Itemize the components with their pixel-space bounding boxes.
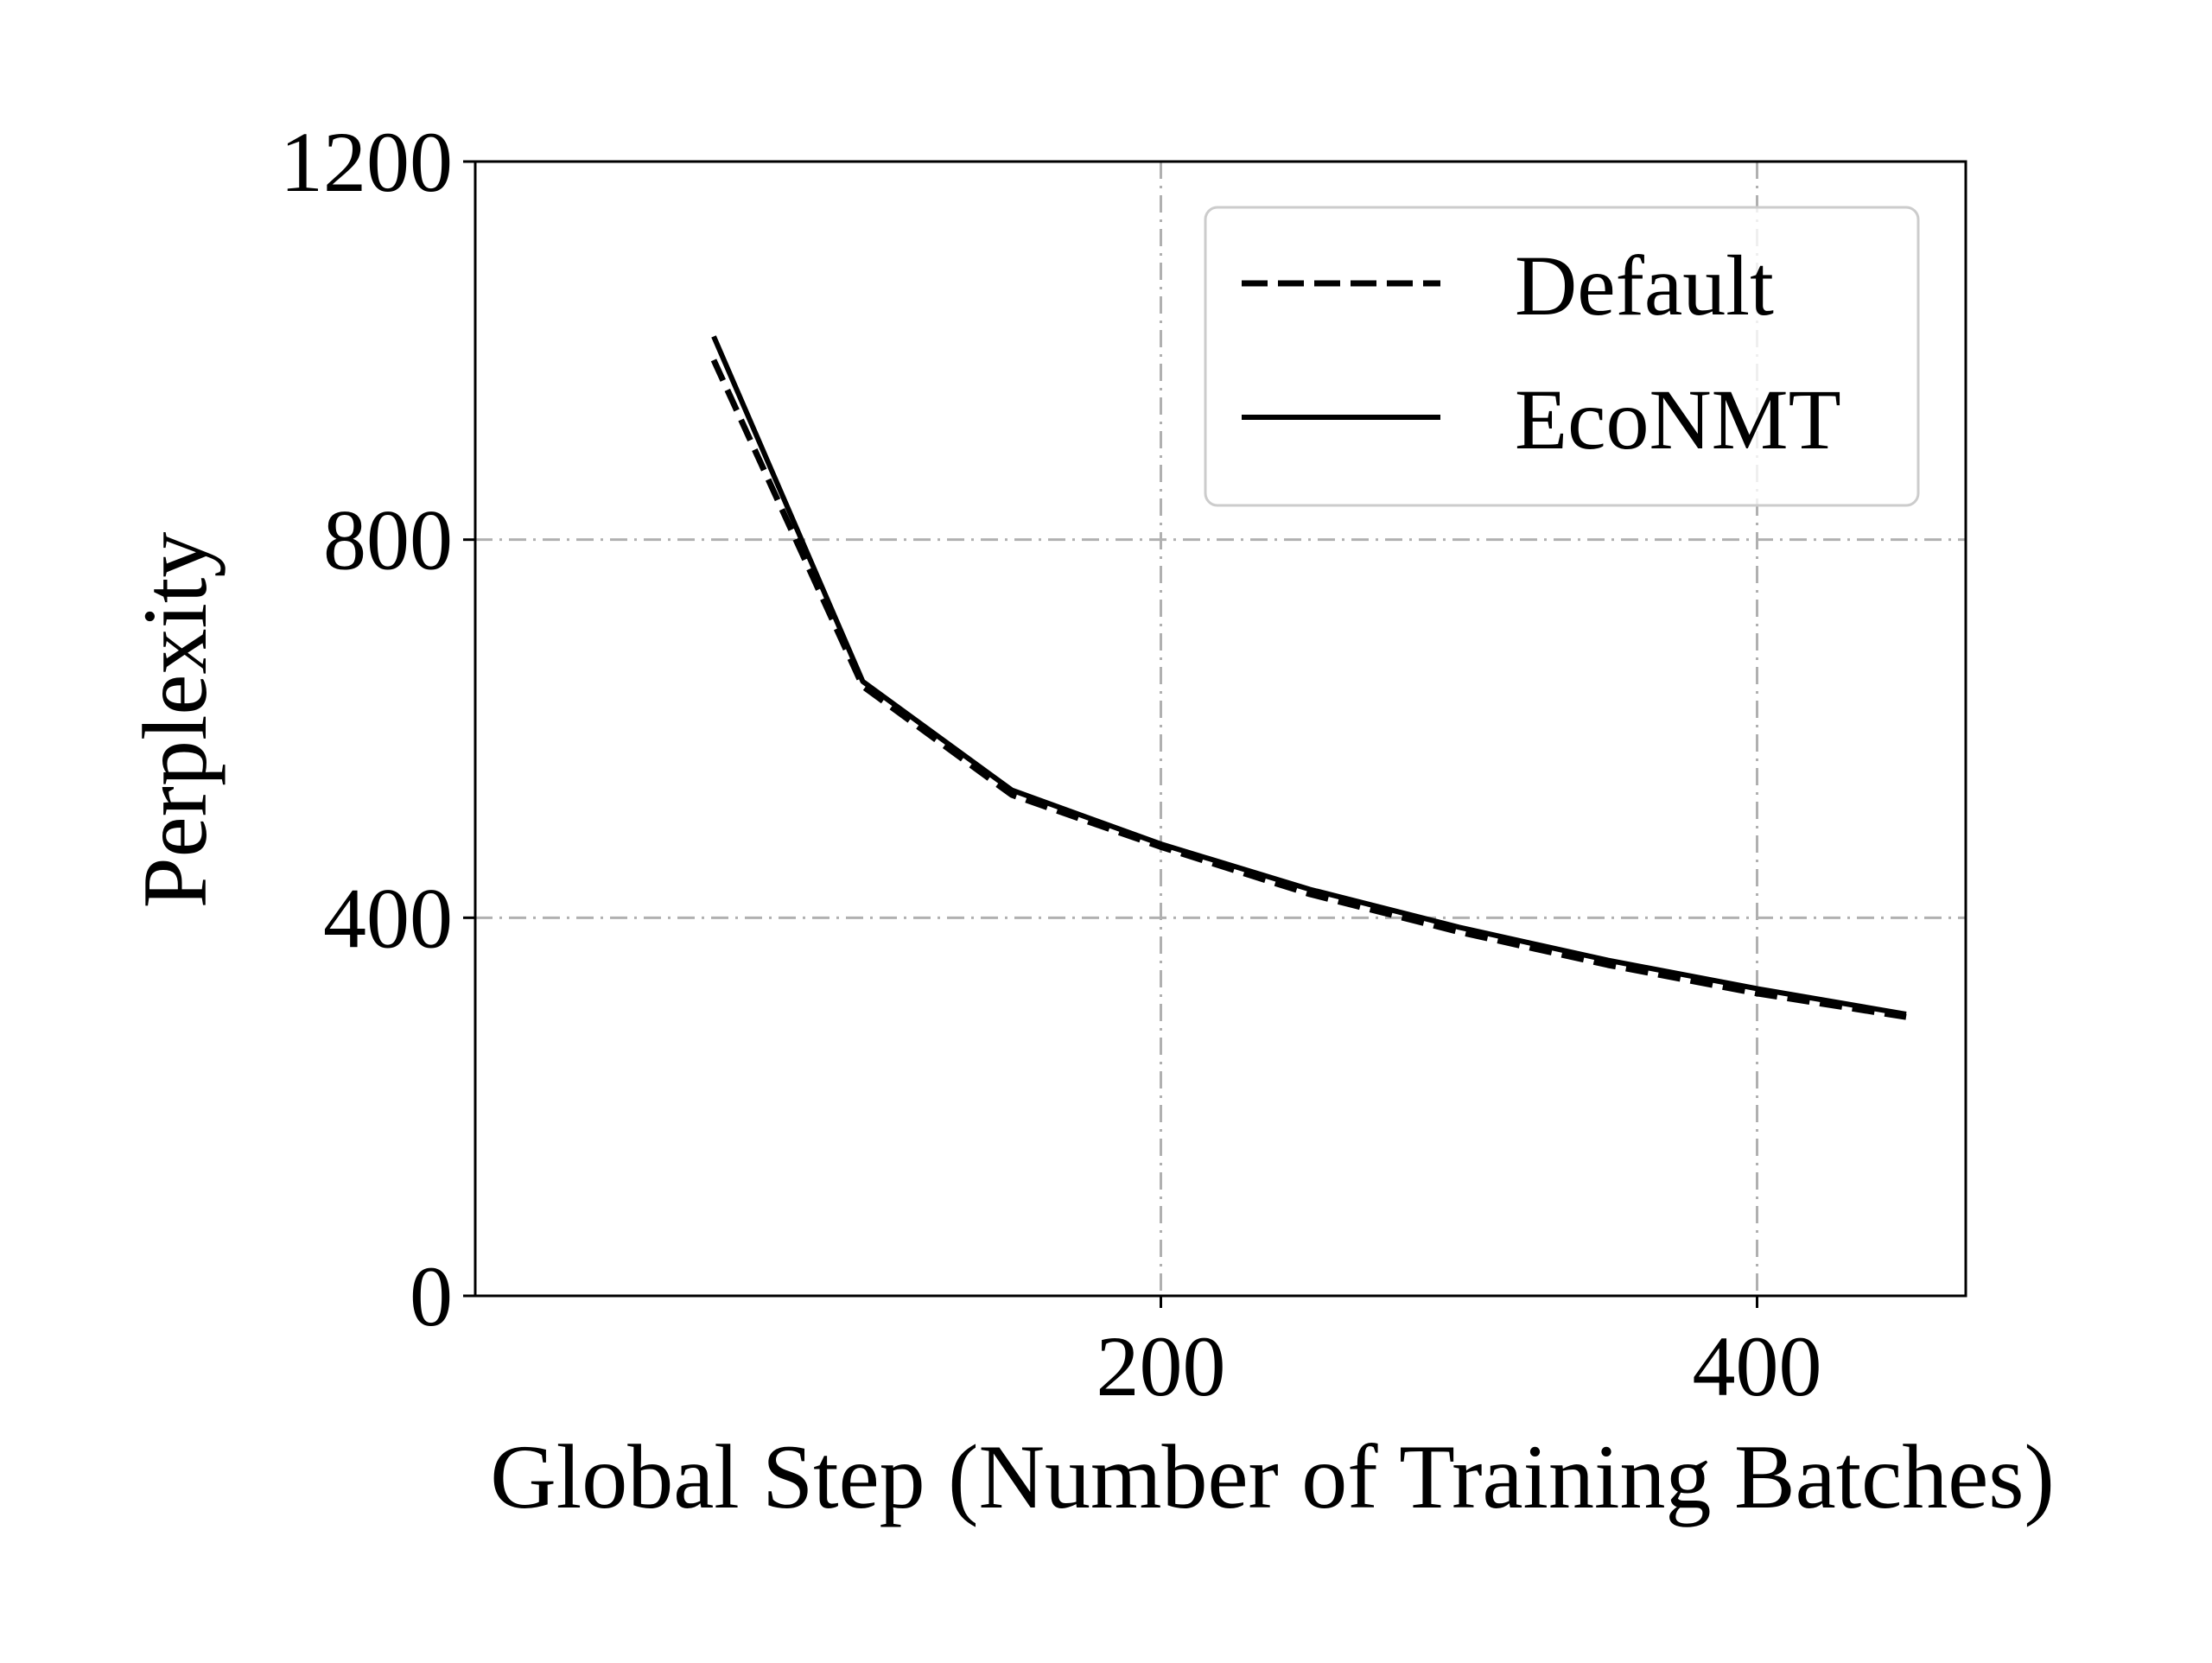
legend-label-econmt: EcoNMT: [1515, 371, 1841, 467]
x-tick-label: 200: [1096, 1318, 1226, 1414]
series-line-default: [710, 359, 1907, 1020]
legend-label-default: Default: [1515, 238, 1774, 333]
tick-layer: 200 400 0 400 800 1200: [280, 114, 1822, 1414]
legend-box: [1204, 206, 1920, 507]
series-layer: [710, 335, 1907, 1020]
x-axis-title: Global Step (Number of Training Batches): [490, 1426, 2055, 1527]
x-tick-label: 400: [1693, 1318, 1822, 1414]
y-tick-label: 0: [410, 1248, 453, 1344]
legend-items: Default EcoNMT: [1242, 238, 1841, 467]
y-tick-label: 1200: [280, 114, 453, 210]
y-tick-label: 400: [323, 870, 453, 966]
series-line-econmt: [711, 335, 1907, 1017]
grid-layer: [475, 162, 1966, 1296]
y-tick-label: 800: [323, 492, 453, 588]
plot-frame: [474, 160, 1967, 1298]
y-axis-title: Perplexity: [124, 532, 226, 909]
legend: Default EcoNMT: [1204, 206, 1920, 507]
